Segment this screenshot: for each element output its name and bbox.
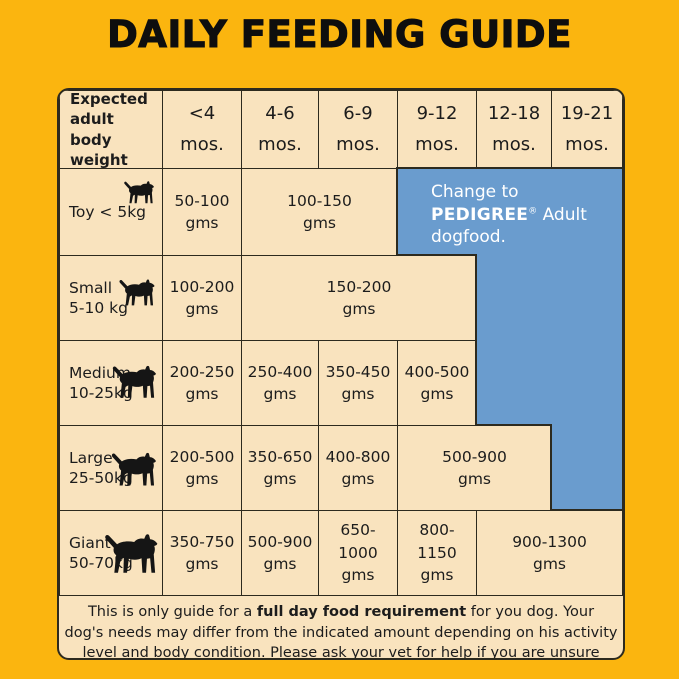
amount-range: 400-800 [325,447,391,466]
age-column-header: 6-9 mos. [318,90,398,169]
breed-size-name: Large [69,448,113,467]
feeding-amount-cell: 900-1300 gms [476,510,623,596]
row-label-small: Small 5-10 kg [59,255,163,341]
feeding-amount-cell: 500-900 gms [397,425,552,511]
amount-unit: gms [263,470,297,488]
feeding-amount-cell: 400-500 gms [397,340,477,426]
amount-range: 100-150 [287,191,352,210]
adult-note-line1: Change to [431,182,519,202]
amount-range: 900-1300 [512,532,587,551]
age-column-header: 19-21 mos. [551,90,623,169]
age-unit: mos. [565,133,609,155]
corner-header: Expected adult body weight [59,90,163,169]
amount-unit: gms [420,385,454,403]
breed-size-name: Giant [69,533,111,552]
amount-range: 500-900 [247,532,313,551]
amount-range: 150-200 [326,277,392,296]
disclaimer-line1: This is only guide for a full day food r… [87,604,595,620]
amount-unit: gms [263,385,297,403]
amount-unit: gms [341,566,375,585]
feeding-amount-cell: 100-150 gms [241,168,398,256]
amount-unit: gms [302,214,336,232]
amount-range: 100-200 [169,277,235,296]
feeding-amount-cell: 350-650 gms [241,425,319,511]
feeding-amount-cell: 650- 1000 gms [318,510,398,596]
amount-unit: gms [263,555,297,573]
amount-unit: gms [185,470,219,488]
amount-range: 250-400 [247,362,313,381]
amount-range: 800- 1150 [417,521,457,562]
amount-range: 500-900 [442,447,507,466]
age-unit: mos. [415,133,459,155]
adult-note-line2: PEDIGREE® Adult [431,204,587,225]
amount-unit: gms [185,214,219,232]
toy-dog-icon [123,180,156,205]
breed-size-name: Small [69,278,113,297]
medium-dog-icon [111,364,159,400]
registered-mark: ® [528,205,538,216]
breed-size-weight: 25-50kg [69,469,133,487]
amount-range: 350-450 [325,362,391,381]
breed-size-weight: 5-10 kg [69,299,128,317]
giant-dog-icon [103,532,161,576]
age-column-header: 9-12 mos. [397,90,477,169]
amount-unit: gms [532,555,566,573]
small-dog-icon [118,278,157,307]
age-column-header: 4-6 mos. [241,90,319,169]
age-range: 12-18 [487,102,541,124]
amount-unit: gms [185,300,219,318]
disclaimer-line3: level and body condition. Please ask you… [82,645,600,660]
feeding-amount-cell: 400-800 gms [318,425,398,511]
feeding-amount-cell: 200-500 gms [162,425,242,511]
page-title: DAILY FEEDING GUIDE [107,12,572,56]
age-unit: mos. [336,133,380,155]
row-label-medium: Medium 10-25kg [59,340,163,426]
disclaimer-line2: dog's needs may differ from the indicate… [64,624,618,641]
amount-range: 200-500 [169,447,235,466]
row-label-toy: Toy < 5kg [59,168,163,256]
feeding-amount-cell: 350-450 gms [318,340,398,426]
feeding-amount-cell: 100-200 gms [162,255,242,341]
feeding-amount-cell: 800- 1150 gms [397,510,477,596]
amount-unit: gms [457,470,491,488]
adult-food-note: Change to PEDIGREE® Adult dogfood. [431,181,617,249]
amount-unit: gms [185,385,219,403]
row-label-giant: Giant 50-70kg [59,510,163,596]
age-range: 4-6 [265,102,295,124]
amount-unit: gms [341,470,375,488]
feeding-amount-cell: 350-750 gms [162,510,242,596]
breed-size-weight: 10-25kg [69,384,133,402]
age-unit: mos. [258,133,302,155]
age-column-header: <4 mos. [162,90,242,169]
amount-range: 350-650 [247,447,313,466]
feeding-amount-cell: 250-400 gms [241,340,319,426]
amount-unit: gms [342,300,376,318]
amount-range: 400-500 [404,362,470,381]
amount-range: 200-250 [169,362,235,381]
age-column-header: 12-18 mos. [476,90,552,169]
adult-note-line3: dogfood. [431,227,506,248]
age-range: 19-21 [560,102,614,124]
large-dog-icon [110,451,159,488]
feeding-amount-cell: 500-900 gms [241,510,319,596]
row-label-large: Large 25-50kg [59,425,163,511]
age-range: 9-12 [416,102,458,124]
amount-range: 50-100 [174,191,230,210]
amount-range: 650- 1000 [338,521,378,562]
age-unit: mos. [180,133,224,155]
feeding-amount-cell: 150-200 gms [241,255,477,341]
feeding-table: Expected adult body weight <4 mos. 4-6 m… [57,88,625,660]
disclaimer: This is only guide for a full day food r… [59,595,623,658]
amount-range: 350-750 [169,532,235,551]
feeding-amount-cell: 50-100 gms [162,168,242,256]
age-unit: mos. [492,133,536,155]
amount-unit: gms [341,385,375,403]
feeding-amount-cell: 200-250 gms [162,340,242,426]
breed-size-name: Toy < 5kg [69,202,147,221]
age-range: <4 [188,102,216,124]
amount-unit: gms [185,555,219,573]
age-range: 6-9 [343,102,373,124]
amount-unit: gms [420,566,454,585]
